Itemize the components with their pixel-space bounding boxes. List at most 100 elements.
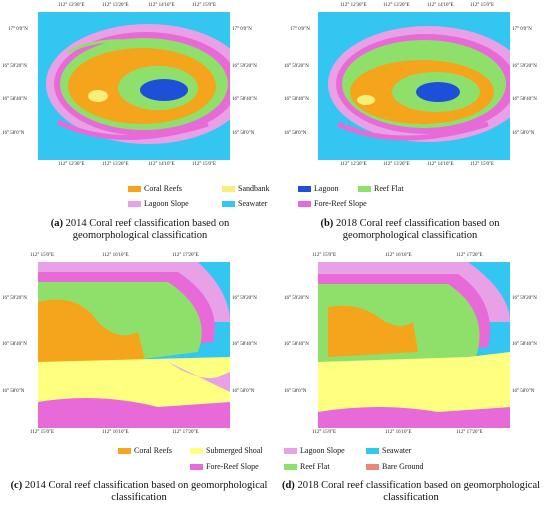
panel-d-top-tick: 112° 17'20"E: [456, 253, 483, 258]
legend-label: Fore-Reef Slope: [314, 199, 367, 208]
caption-c: (c) 2014 Coral reef classification based…: [4, 480, 274, 504]
panel-b-bottom-tick: 112° 14'10"E: [427, 162, 454, 167]
legend-item: Submerged Shoal: [190, 446, 263, 455]
panel-d-right-tick: 16° 58'0"N: [512, 389, 535, 394]
panel-a-left-tick: 16° 59'20"N: [2, 64, 27, 69]
panel-a-left-tick: 17° 0'0"N: [8, 27, 28, 32]
panel-c-bottom-tick: 112° 15'0"E: [30, 430, 55, 435]
legend-label: Lagoon Slope: [300, 446, 345, 455]
legend-swatch: [128, 185, 141, 192]
panel-c-left-tick: 16° 59'20"N: [2, 296, 27, 301]
caption-id: (b): [320, 218, 334, 229]
legend-item: Reef Flat: [284, 462, 330, 471]
panel-a-bottom-tick: 112° 14'10"E: [148, 162, 175, 167]
panel-d-bottom-tick: 112° 17'20"E: [456, 430, 483, 435]
panel-b-top-tick: 112° 13'20"E: [383, 3, 410, 8]
map-2014-atoll: [38, 12, 230, 160]
legend-label: Fore-Reef Slope: [206, 462, 259, 471]
legend-item: Fore-Reef Slope: [298, 199, 367, 208]
caption-id: (a): [50, 218, 64, 229]
panel-b-bottom-tick: 112° 15'0"E: [470, 162, 495, 167]
panel-a-right-tick: 16° 58'0"N: [232, 131, 255, 136]
legend-item: Seawater: [366, 446, 411, 455]
panel-b-top-tick: 112° 12'30"E: [340, 3, 367, 8]
legend-swatch: [222, 185, 235, 192]
legend-label: Seawater: [382, 446, 412, 455]
legend-swatch: [118, 447, 131, 454]
legend-swatch: [284, 447, 297, 454]
panel-c-top-tick: 112° 17'20"E: [172, 253, 199, 258]
legend-label: Coral Reefs: [144, 184, 182, 193]
legend-item: Coral Reefs: [118, 446, 172, 455]
legend-label: Submerged Shoal: [206, 446, 263, 455]
panel-a-bottom-tick: 112° 12'30"E: [58, 162, 85, 167]
panel-d-bottom-tick: 112° 15'0"E: [312, 430, 337, 435]
panel-b-left-tick: 16° 58'40"N: [284, 97, 309, 102]
legend-swatch: [128, 200, 141, 207]
panel-b-bottom-tick: 112° 13'20"E: [383, 162, 410, 167]
legend-label: Bare Ground: [382, 462, 424, 471]
legend-label: Sandbank: [238, 184, 270, 193]
caption-text: 2014 Coral reef classification based on …: [65, 218, 230, 241]
legend-label: Coral Reefs: [134, 446, 172, 455]
legend-swatch: [358, 185, 371, 192]
panel-b-right-tick: 16° 58'0"N: [512, 131, 535, 136]
legend-item: Sandbank: [222, 184, 270, 193]
panel-a-top-tick: 112° 12'30"E: [58, 3, 85, 8]
panel-a-bottom-tick: 112° 15'0"E: [192, 162, 217, 167]
legend-label: Lagoon Slope: [144, 199, 189, 208]
panel-c-bottom-tick: 112° 16'10"E: [102, 430, 129, 435]
legend-swatch: [366, 463, 379, 470]
legend-item: Lagoon Slope: [284, 446, 345, 455]
panel-b-right-tick: 17° 0'0"N: [512, 27, 532, 32]
panel-d-top-tick: 112° 15'0"E: [312, 253, 337, 258]
panel-c-right-tick: 16° 59'20"N: [232, 296, 257, 301]
panel-a-right-tick: 17° 0'0"N: [232, 27, 252, 32]
panel-a-top-tick: 112° 14'10"E: [148, 3, 175, 8]
legend-item: Bare Ground: [366, 462, 424, 471]
panel-d-left-tick: 16° 58'40"N: [284, 342, 309, 347]
panel-d-top-tick: 112° 16'10"E: [385, 253, 412, 258]
legend-item: Reef Flat: [358, 184, 404, 193]
caption-text: 2014 Coral reef classification based on …: [24, 480, 268, 503]
caption-a: (a) 2014 Coral reef classification based…: [20, 218, 260, 242]
panel-a-right-tick: 16° 58'40"N: [232, 97, 257, 102]
panel-c-right-tick: 16° 58'0"N: [232, 389, 255, 394]
map-2014-reef-detail: [38, 262, 230, 428]
panel-c-top-tick: 112° 16'10"E: [102, 253, 129, 258]
legend-swatch: [190, 447, 203, 454]
panel-c-right-tick: 16° 58'40"N: [232, 342, 257, 347]
caption-id: (d): [281, 480, 295, 491]
legend-swatch: [284, 463, 297, 470]
legend-label: Reef Flat: [374, 184, 404, 193]
legend-label: Seawater: [238, 199, 268, 208]
legend-label: Lagoon: [314, 184, 339, 193]
map-2018-atoll: [318, 12, 510, 160]
legend-swatch: [298, 200, 311, 207]
panel-a-left-tick: 16° 58'40"N: [2, 97, 27, 102]
panel-b-right-tick: 16° 59'20"N: [512, 64, 537, 69]
panel-b-bottom-tick: 112° 12'30"E: [340, 162, 367, 167]
legend-label: Reef Flat: [300, 462, 330, 471]
legend-swatch: [222, 200, 235, 207]
map-2018-reef-detail: [318, 262, 510, 428]
caption-text: 2018 Coral reef classification based on …: [297, 480, 541, 503]
panel-d-right-tick: 16° 59'20"N: [512, 296, 537, 301]
panel-d-bottom-tick: 112° 16'10"E: [385, 430, 412, 435]
panel-a-top-tick: 112° 13'20"E: [102, 3, 129, 8]
panel-a-top-tick: 112° 15'0"E: [192, 3, 217, 8]
panel-c-top-tick: 112° 15'0"E: [30, 253, 55, 258]
legend-swatch: [366, 447, 379, 454]
panel-b-left-tick: 16° 58'0"N: [284, 131, 307, 136]
panel-b-right-tick: 16° 58'40"N: [512, 97, 537, 102]
panel-b-top-tick: 112° 14'10"E: [427, 3, 454, 8]
caption-b: (b) 2018 Coral reef classification based…: [290, 218, 530, 242]
panel-b-left-tick: 16° 59'20"N: [284, 64, 309, 69]
legend-item: Fore-Reef Slope: [190, 462, 259, 471]
caption-id: (c): [10, 480, 23, 491]
panel-a-bottom-tick: 112° 13'20"E: [102, 162, 129, 167]
legend-item: Lagoon: [298, 184, 338, 193]
panel-b-left-tick: 17° 0'0"N: [290, 27, 310, 32]
legend-item: Lagoon Slope: [128, 199, 189, 208]
caption-d: (d) 2018 Coral reef classification based…: [276, 480, 546, 504]
